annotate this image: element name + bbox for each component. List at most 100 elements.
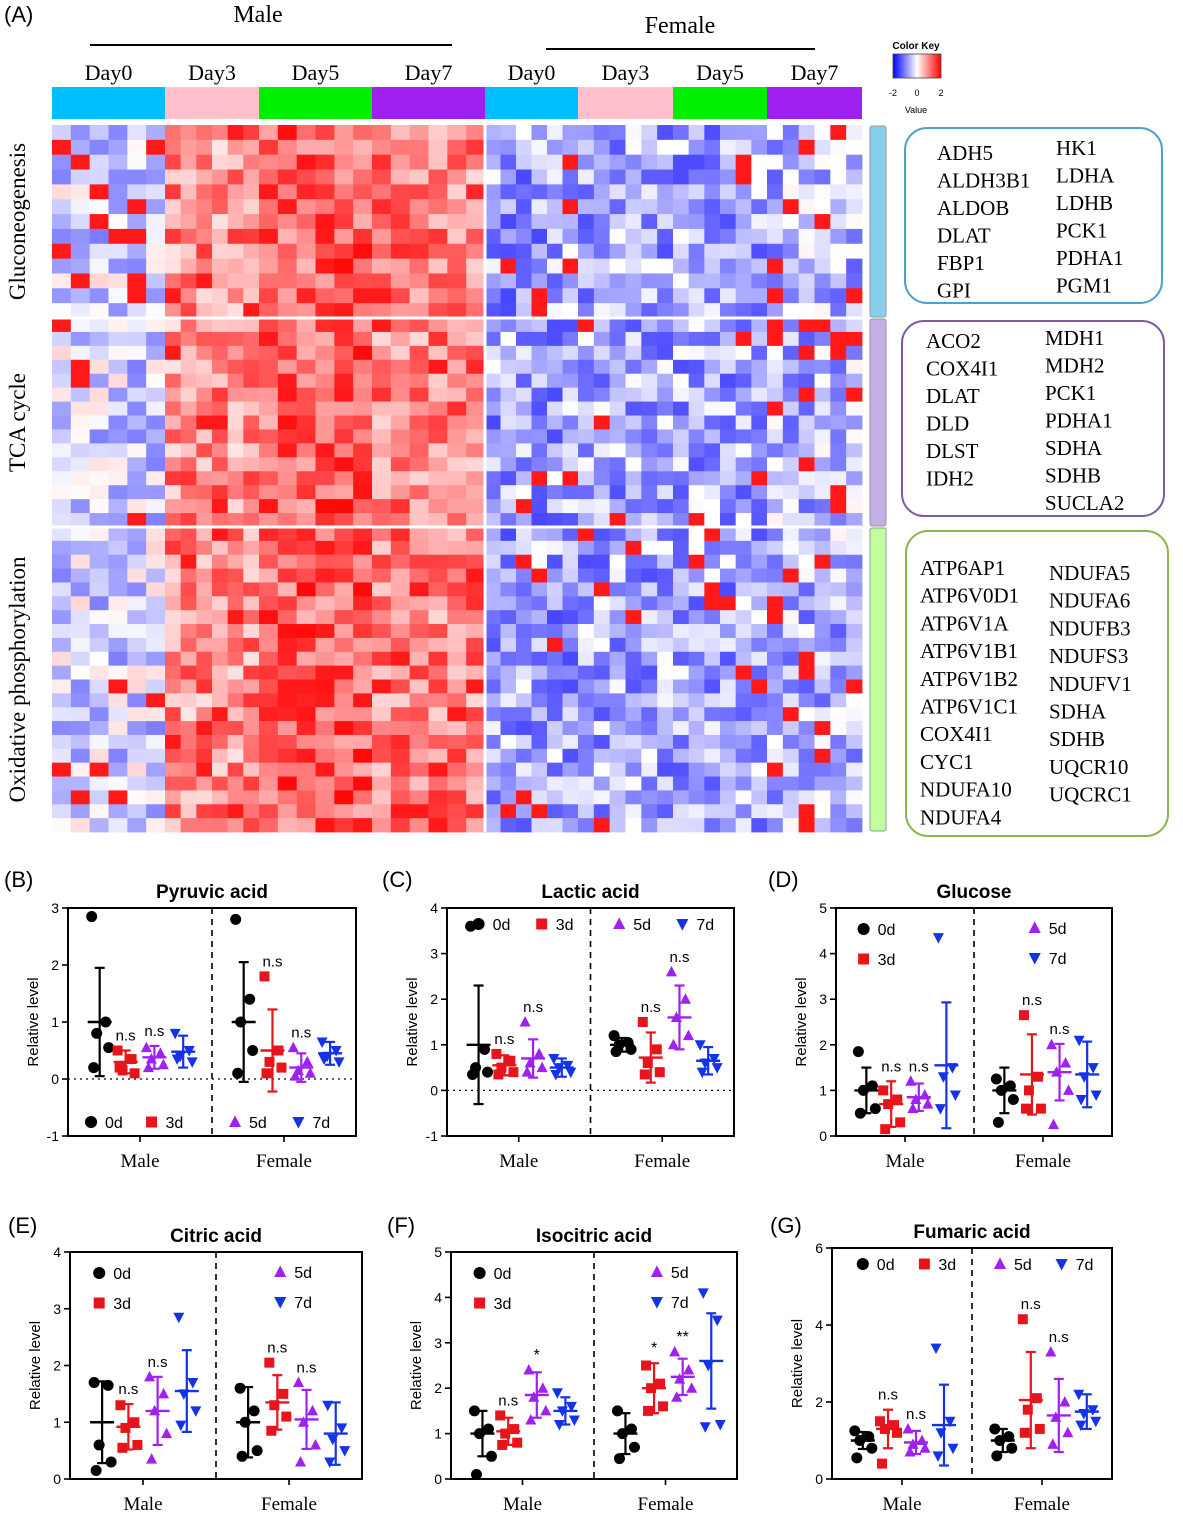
legend-label: 3d [494, 1296, 512, 1313]
heatmap-cell [390, 527, 411, 542]
heatmap-cell [372, 154, 392, 170]
heatmap-cell [315, 637, 335, 653]
heatmap-cell [830, 318, 847, 333]
heatmap-cell [485, 258, 501, 274]
heatmap-cell [562, 776, 579, 791]
heatmap-cell [625, 125, 642, 141]
heatmap-cell [180, 273, 197, 289]
heatmap-cell [657, 637, 674, 653]
data-point [866, 1080, 878, 1092]
heatmap-cell [846, 610, 863, 625]
heatmap-cell [277, 513, 298, 528]
data-point [880, 1423, 890, 1434]
heatmap-cell [180, 258, 197, 274]
heatmap-cell [227, 582, 244, 597]
heatmap-cell [146, 554, 166, 569]
heatmap-cell [657, 373, 674, 389]
heatmap-cell [485, 707, 501, 722]
group-female-0d [989, 1423, 1018, 1462]
heatmap-cell [767, 457, 784, 472]
heatmap-cell [165, 303, 182, 319]
heatmap-cell [428, 540, 448, 556]
chart-title: Lactic acid [541, 882, 639, 903]
heatmap-cell [277, 401, 298, 416]
heatmap-cell [641, 637, 658, 653]
heatmap-cell [146, 707, 166, 722]
heatmap-cell [830, 651, 847, 667]
heatmap-cell [814, 457, 831, 472]
heatmap-cell [547, 139, 563, 156]
data-point [916, 1434, 928, 1445]
heatmap-cell [259, 527, 279, 542]
heatmap-cell [673, 610, 690, 625]
heatmap-cell [212, 228, 229, 245]
heatmap-cell [89, 527, 109, 542]
heatmap-cell [609, 331, 626, 347]
heatmap-cell [531, 499, 548, 514]
heatmap-cell [657, 273, 674, 289]
heatmap-cell [657, 582, 674, 597]
data-point [930, 1343, 942, 1355]
gene-name: NDUFS3 [1049, 644, 1128, 668]
data-point [473, 1266, 486, 1280]
heatmap-cell [447, 429, 467, 444]
heatmap-cell [531, 345, 548, 361]
heatmap-cell [814, 471, 831, 486]
heatmap-cell [165, 471, 182, 486]
heatmap-cell [108, 443, 128, 458]
heatmap-cell [720, 527, 737, 542]
heatmap-cell [846, 485, 863, 500]
heatmap-cell [315, 303, 335, 319]
heatmap-cell [625, 214, 642, 230]
heatmap-cell [243, 499, 260, 514]
heatmap-cell [146, 527, 166, 542]
heatmap-cell [516, 707, 532, 722]
heatmap-cell [466, 199, 486, 215]
heatmap-cell [516, 485, 532, 500]
heatmap-cell [146, 457, 166, 472]
heatmap-cell [547, 610, 563, 625]
heatmap-cell [593, 359, 611, 375]
heatmap-cell [428, 818, 448, 833]
heatmap-cell [720, 554, 737, 569]
gene-lists: ADH5ALDH3B1ALDOBDLATFBP1GPIHK1LDHALDHBPC… [901, 127, 1169, 837]
heatmap-cell [428, 318, 448, 333]
data-point [991, 1450, 1003, 1462]
heatmap-cell [830, 457, 847, 472]
heatmap-cell [212, 415, 229, 430]
heatmap-cell [196, 125, 213, 141]
heatmap-cell [751, 707, 768, 722]
gene-name: MDH1 [1045, 326, 1105, 350]
heatmap-cell [108, 637, 128, 653]
heatmap-cell [814, 243, 831, 260]
heatmap-cell [243, 485, 260, 500]
data-point [866, 1442, 878, 1454]
heatmap-cell [830, 125, 847, 141]
heatmap-cell [578, 303, 595, 319]
heatmap-cell [751, 721, 768, 736]
heatmap-cell [372, 804, 392, 819]
heatmap-cell [296, 471, 316, 486]
heatmap-cell [447, 679, 467, 694]
heatmap-cell [180, 125, 197, 141]
heatmap-cell [296, 624, 316, 639]
heatmap-cell [180, 429, 197, 444]
heatmap-cell [562, 485, 579, 500]
heatmap-cell [485, 199, 501, 215]
heatmap-cell [409, 734, 429, 750]
data-point [857, 922, 870, 936]
heatmap-cell [466, 387, 486, 402]
heatmap-cell [531, 527, 548, 542]
heatmap-cell [720, 258, 737, 274]
data-point [248, 1405, 260, 1417]
heatmap-cell [259, 721, 279, 736]
heatmap-cell [767, 540, 784, 556]
heatmap-cell [673, 331, 690, 347]
heatmap-cell [593, 401, 611, 416]
heatmap-cell [688, 665, 705, 680]
heatmap-cell [127, 359, 147, 375]
heatmap-cell [52, 790, 72, 805]
heatmap-cell [315, 387, 335, 402]
heatmap-cell [547, 596, 563, 611]
significance-label: n.s [909, 1058, 929, 1075]
